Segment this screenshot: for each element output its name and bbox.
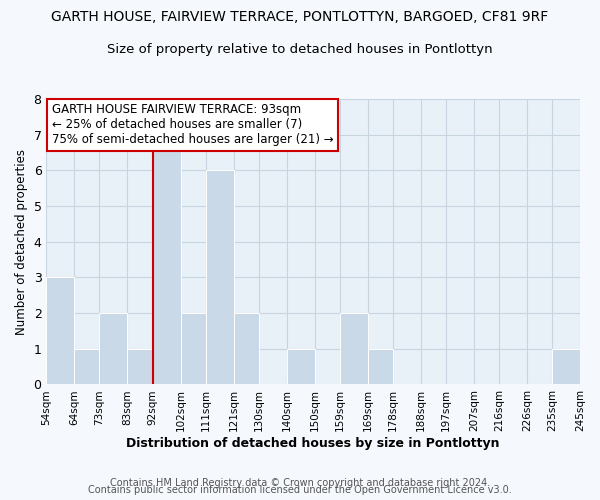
Bar (580, 349, 600, 384)
Bar (368, 349, 393, 384)
Bar (74, 349, 100, 384)
Text: Contains HM Land Registry data © Crown copyright and database right 2024.: Contains HM Land Registry data © Crown c… (110, 478, 490, 488)
X-axis label: Distribution of detached houses by size in Pontlottyn: Distribution of detached houses by size … (127, 437, 500, 450)
Text: GARTH HOUSE, FAIRVIEW TERRACE, PONTLOTTYN, BARGOED, CF81 9RF: GARTH HOUSE, FAIRVIEW TERRACE, PONTLOTTY… (52, 10, 548, 24)
Bar (340, 313, 368, 384)
Bar (552, 349, 580, 384)
Bar (181, 313, 206, 384)
Bar (206, 170, 233, 384)
Y-axis label: Number of detached properties: Number of detached properties (15, 148, 28, 334)
Bar (152, 134, 181, 384)
Text: Size of property relative to detached houses in Pontlottyn: Size of property relative to detached ho… (107, 42, 493, 56)
Text: Contains public sector information licensed under the Open Government Licence v3: Contains public sector information licen… (88, 485, 512, 495)
Bar (233, 313, 259, 384)
Bar (46, 278, 74, 384)
Bar (100, 313, 127, 384)
Bar (287, 349, 314, 384)
Bar (127, 349, 152, 384)
Text: GARTH HOUSE FAIRVIEW TERRACE: 93sqm
← 25% of detached houses are smaller (7)
75%: GARTH HOUSE FAIRVIEW TERRACE: 93sqm ← 25… (52, 104, 334, 146)
